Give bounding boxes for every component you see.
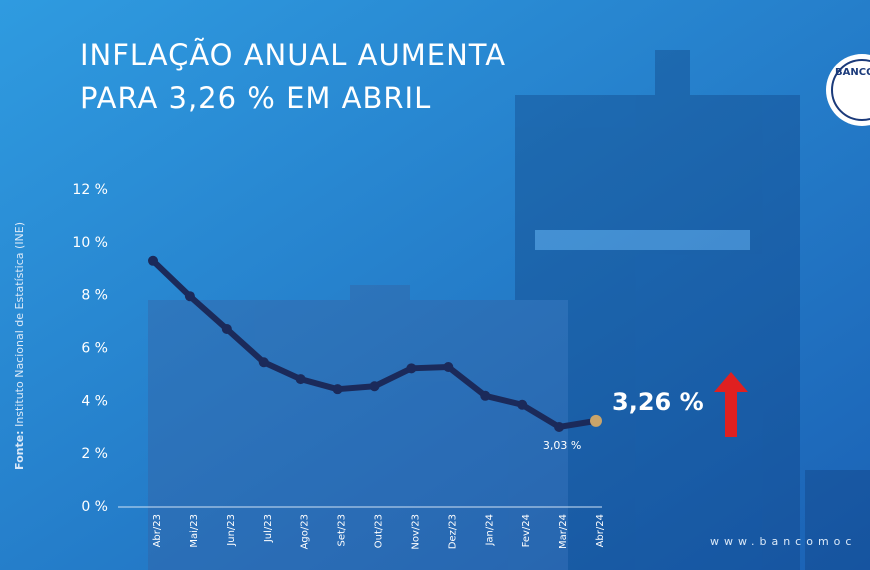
buildings xyxy=(148,50,870,570)
chart-title: INFLAÇÃO ANUAL AUMENTA xyxy=(80,38,506,72)
point xyxy=(258,357,269,368)
chart-title: PARA 3,26 % EM ABRIL xyxy=(80,81,431,115)
point xyxy=(443,361,454,372)
x-tick-label: Jan/24 xyxy=(484,514,495,547)
y-tick-label: 6 % xyxy=(81,341,108,357)
source-text: Instituto Nacional de Estatística (INE) xyxy=(13,222,26,427)
point xyxy=(590,414,602,427)
source: Fonte: Instituto Nacional de Estatística… xyxy=(13,222,26,470)
y-tick-label: 0 % xyxy=(81,499,108,515)
point xyxy=(369,381,380,392)
x-tick-label: Nov/23 xyxy=(410,514,421,550)
y-tick-label: 4 % xyxy=(81,393,108,409)
point xyxy=(148,255,158,266)
point xyxy=(554,421,565,432)
point xyxy=(295,374,306,385)
point xyxy=(184,291,195,302)
x-tick-label: Jul/23 xyxy=(263,514,274,543)
website: www.bancomoc xyxy=(710,535,856,548)
x-tick-label: Set/23 xyxy=(337,514,348,547)
point xyxy=(221,323,232,334)
logo-text: BANCO xyxy=(835,67,870,78)
value-label: 3,26 % xyxy=(612,388,704,416)
source-label: Fonte: xyxy=(13,430,26,470)
x-tick-label: Mar/24 xyxy=(558,514,569,549)
x-tick-label: Jun/23 xyxy=(226,514,237,547)
y-tick-label: 8 % xyxy=(81,288,108,304)
x-tick-label: Ago/23 xyxy=(300,514,311,549)
x-tick-label: Abr/24 xyxy=(595,514,606,547)
point xyxy=(517,399,528,410)
point xyxy=(406,363,417,374)
x-tick-label: Out/23 xyxy=(374,514,385,548)
y-tick-label: 2 % xyxy=(81,446,108,462)
x-tick-label: Dez/23 xyxy=(447,514,458,549)
point xyxy=(480,390,491,401)
trend-arrow xyxy=(714,372,748,437)
x-tick-label: Fev/24 xyxy=(521,514,532,547)
point xyxy=(332,384,343,395)
value-label: 3,03 % xyxy=(543,439,581,452)
x-tick-label: Mai/23 xyxy=(189,514,200,548)
logo: BANCO xyxy=(826,54,870,126)
y-tick-label: 12 % xyxy=(72,182,108,198)
y-tick-label: 10 % xyxy=(72,235,108,251)
x-tick-label: Abr/23 xyxy=(152,514,163,547)
